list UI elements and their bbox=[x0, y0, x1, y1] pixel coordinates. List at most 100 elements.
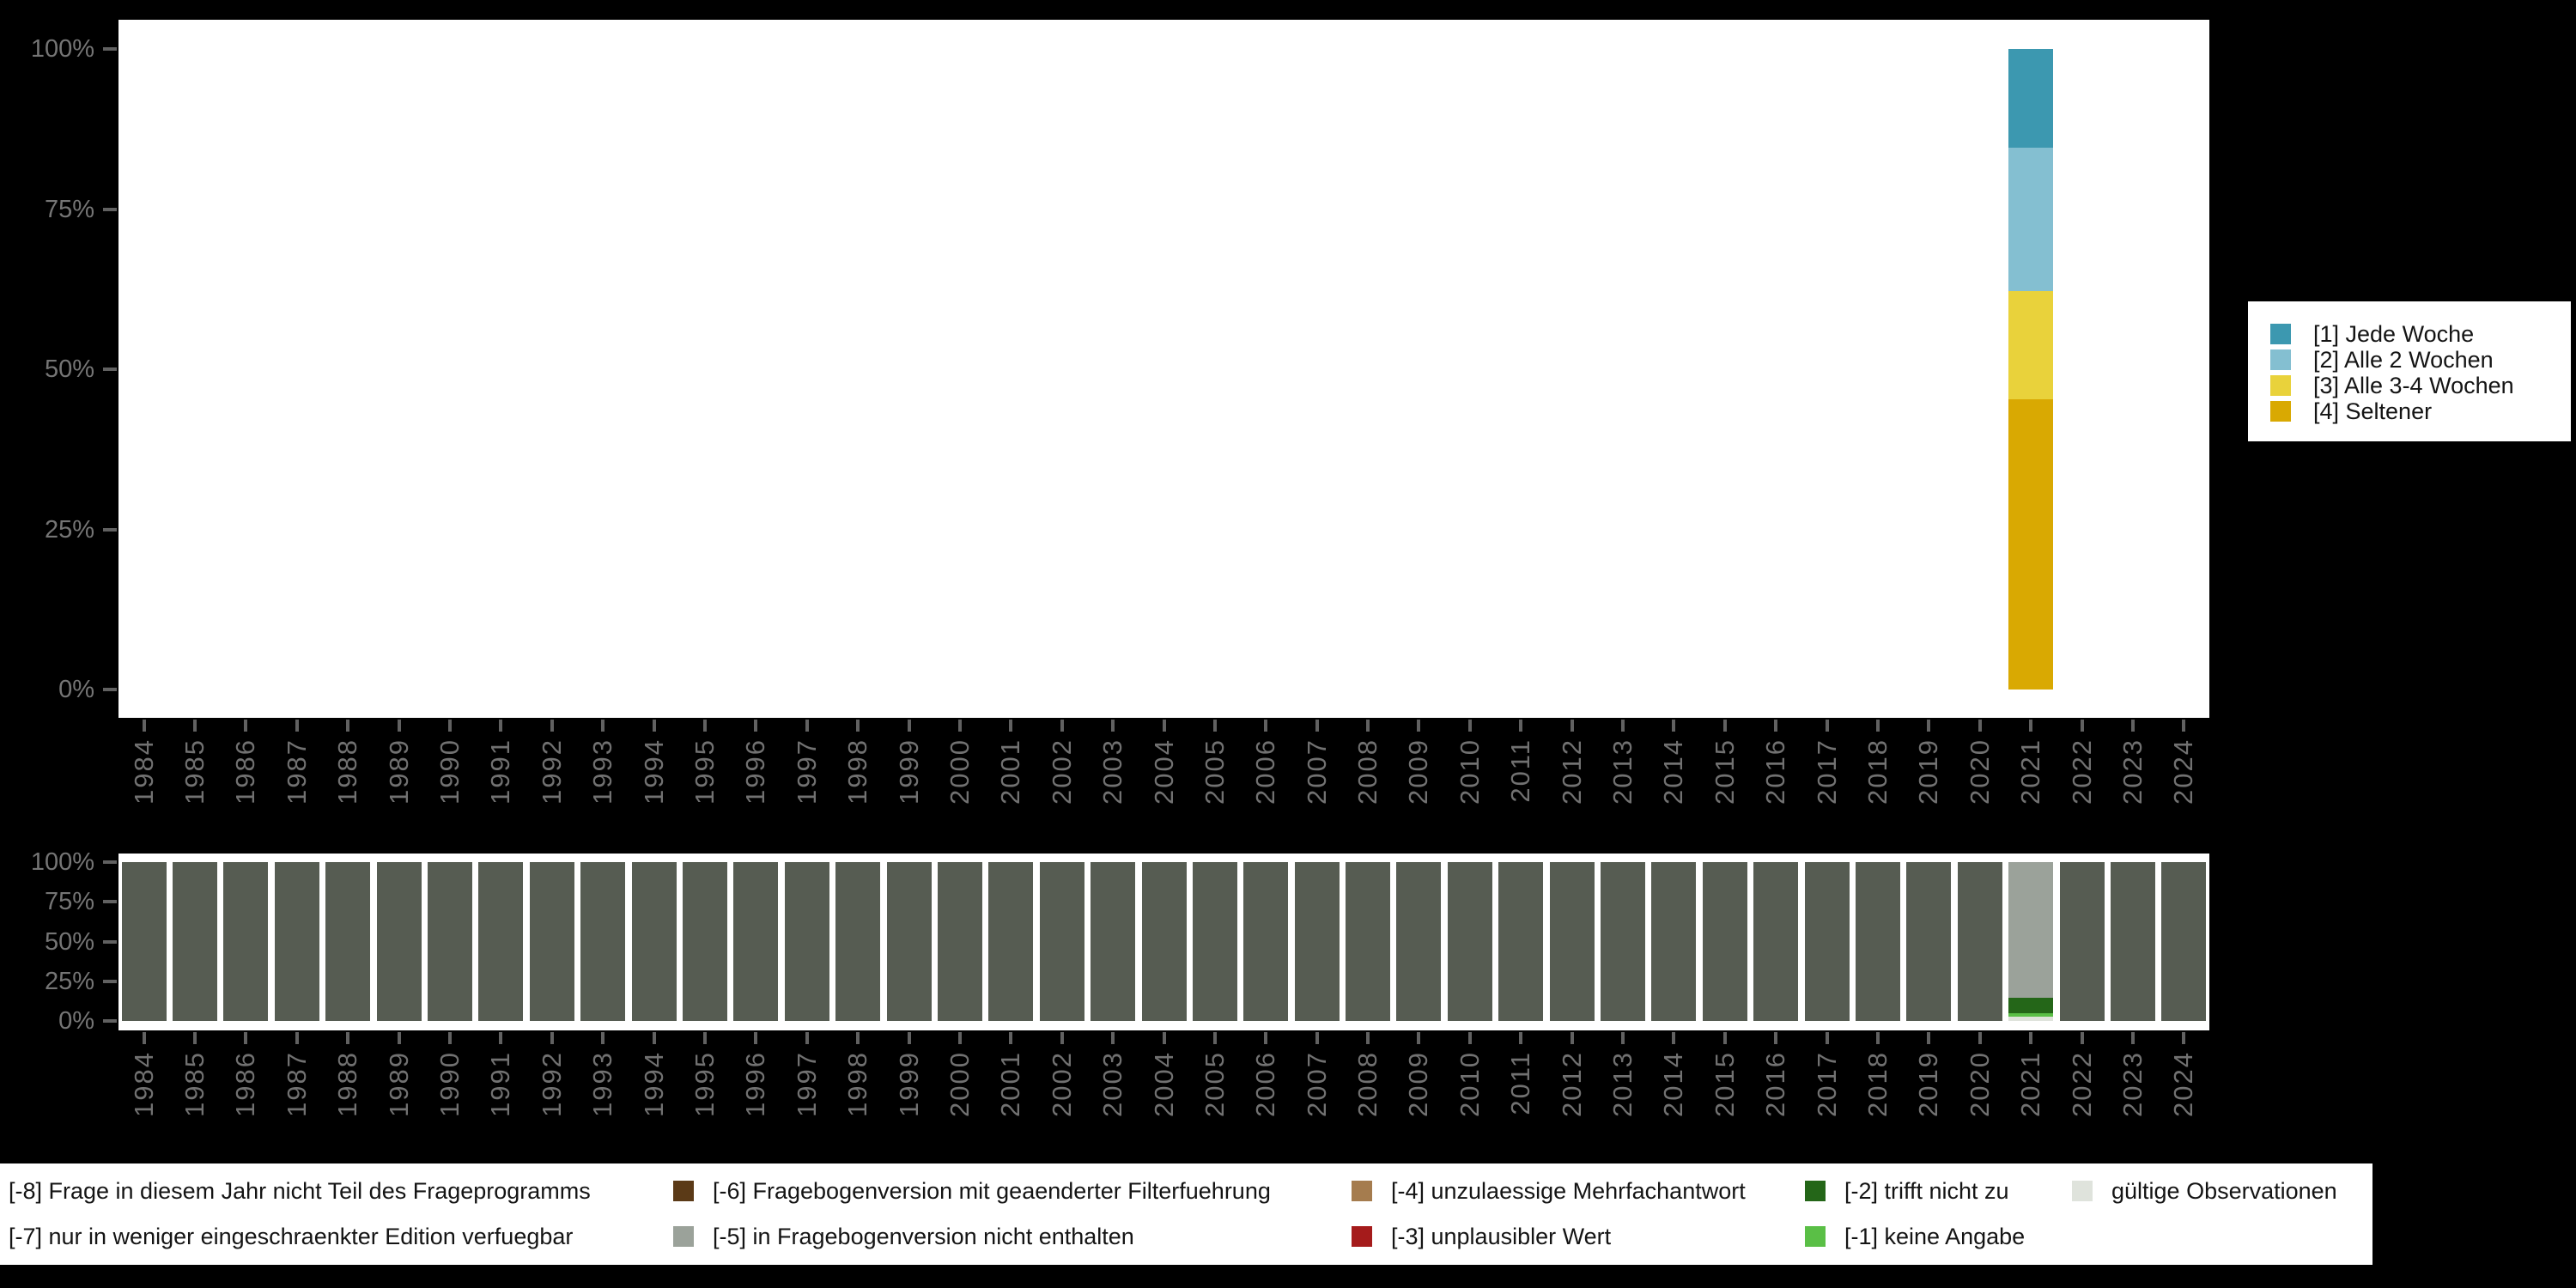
y-axis-tick-label: 50% bbox=[44, 927, 94, 956]
missing-code-label: [-1] keine Angabe bbox=[1844, 1224, 2026, 1249]
year-label: 2002 bbox=[1046, 738, 1077, 805]
year-label: 2022 bbox=[2066, 738, 2097, 805]
x-axis-tick bbox=[193, 1032, 197, 1044]
x-axis-tick bbox=[1927, 1032, 1931, 1044]
year-label: 1985 bbox=[179, 738, 210, 805]
year-label: 2009 bbox=[1403, 738, 1434, 805]
year-label: 1990 bbox=[434, 1051, 465, 1117]
y-axis-tick bbox=[103, 207, 117, 211]
x-axis-tick bbox=[2080, 1032, 2084, 1044]
x-axis-tick bbox=[1825, 720, 1829, 732]
y-axis-tick bbox=[103, 939, 117, 944]
year-label: 2023 bbox=[2117, 738, 2148, 805]
year-label: 2006 bbox=[1250, 738, 1281, 805]
x-axis-tick bbox=[957, 1032, 962, 1044]
year-label: 1986 bbox=[230, 1051, 261, 1117]
x-axis-tick bbox=[1315, 1032, 1319, 1044]
legend-color-swatch bbox=[1805, 1181, 1826, 1201]
x-axis-tick bbox=[1978, 720, 1982, 732]
year-label: 1998 bbox=[842, 738, 873, 805]
bar-1989 bbox=[376, 862, 422, 1021]
year-label: 2020 bbox=[1964, 1051, 1995, 1117]
year-label: 2010 bbox=[1454, 738, 1485, 805]
year-label: 1998 bbox=[842, 1051, 873, 1117]
year-label: 1992 bbox=[536, 1051, 567, 1117]
year-label: 2014 bbox=[1658, 1051, 1689, 1117]
x-axis-tick bbox=[397, 1032, 401, 1044]
x-axis-tick bbox=[1212, 720, 1217, 732]
x-axis-tick bbox=[805, 1032, 809, 1044]
year-label: 1990 bbox=[434, 738, 465, 805]
y-axis-tick-label: 100% bbox=[30, 35, 94, 63]
bar-1992 bbox=[529, 862, 574, 1021]
bar-1997 bbox=[784, 862, 829, 1021]
y-axis-tick-label: 0% bbox=[58, 1007, 94, 1035]
year-label: 2009 bbox=[1403, 1051, 1434, 1117]
x-axis-tick bbox=[2130, 720, 2135, 732]
bar-1986 bbox=[223, 862, 269, 1021]
x-axis-tick bbox=[1672, 720, 1676, 732]
x-axis-tick bbox=[1264, 720, 1268, 732]
x-axis-tick bbox=[2029, 1032, 2033, 1044]
year-label: 1988 bbox=[332, 738, 363, 805]
x-axis-tick bbox=[1621, 1032, 1625, 1044]
legend-color-swatch bbox=[2072, 1181, 2093, 1201]
year-label: 1999 bbox=[893, 738, 924, 805]
year-label: 2004 bbox=[1148, 738, 1179, 805]
x-axis-tick bbox=[856, 720, 860, 732]
bar-1998 bbox=[835, 862, 881, 1021]
x-axis-tick bbox=[1825, 1032, 1829, 1044]
x-axis-tick bbox=[1774, 720, 1778, 732]
legend-color-swatch bbox=[673, 1226, 694, 1247]
x-axis-tick bbox=[1570, 720, 1574, 732]
x-axis-tick bbox=[601, 720, 605, 732]
year-label: 2011 bbox=[1505, 1051, 1536, 1115]
legend-color-swatch bbox=[2270, 324, 2291, 344]
year-label: 2020 bbox=[1964, 738, 1995, 805]
year-label: 1997 bbox=[791, 738, 822, 805]
y-axis-tick-label: 25% bbox=[44, 967, 94, 995]
year-label: 2013 bbox=[1607, 738, 1637, 805]
y-axis-tick-label: 75% bbox=[44, 195, 94, 223]
year-label: 2014 bbox=[1658, 738, 1689, 805]
year-label: 2004 bbox=[1148, 1051, 1179, 1117]
year-label: 2001 bbox=[995, 1051, 1026, 1117]
bar-2004 bbox=[1141, 862, 1187, 1021]
x-axis-tick bbox=[1212, 1032, 1217, 1044]
year-label: 1986 bbox=[230, 738, 261, 805]
x-axis-tick bbox=[856, 1032, 860, 1044]
x-axis-tick bbox=[702, 1032, 707, 1044]
year-label: 2022 bbox=[2066, 1051, 2097, 1117]
bar-2024 bbox=[2161, 862, 2207, 1021]
year-label: 1987 bbox=[281, 738, 312, 805]
legend-color-swatch bbox=[2270, 375, 2291, 396]
y-axis-tick-label: 25% bbox=[44, 515, 94, 544]
year-label: 1994 bbox=[638, 1051, 669, 1117]
bar-1987 bbox=[274, 862, 319, 1021]
y-axis-tick bbox=[103, 47, 117, 51]
x-axis-tick bbox=[1162, 1032, 1166, 1044]
x-axis-tick bbox=[244, 1032, 248, 1044]
bar-2019 bbox=[1906, 862, 1952, 1021]
x-axis-tick bbox=[397, 720, 401, 732]
legend-color-swatch bbox=[2270, 401, 2291, 422]
year-label: 2019 bbox=[1913, 1051, 1944, 1117]
bar-2009 bbox=[1396, 862, 1442, 1021]
year-label: 2021 bbox=[2015, 1051, 2046, 1117]
year-label: 1997 bbox=[791, 1051, 822, 1117]
y-axis-tick bbox=[103, 527, 117, 532]
bar-2006 bbox=[1243, 862, 1289, 1021]
missing-code-label: [-3] unplausibler Wert bbox=[1391, 1224, 1612, 1249]
legend-item-label: [3] Alle 3-4 Wochen bbox=[2313, 373, 2514, 398]
y-axis-tick-label: 50% bbox=[44, 355, 94, 383]
x-axis-tick bbox=[142, 1032, 146, 1044]
year-label: 2024 bbox=[2168, 1051, 2199, 1117]
y-axis-tick bbox=[103, 860, 117, 864]
x-axis-tick bbox=[346, 1032, 350, 1044]
y-axis-tick bbox=[103, 1019, 117, 1023]
missing-code-label: [-2] trifft nicht zu bbox=[1844, 1178, 2009, 1204]
missing-code-label: [-8] Frage in diesem Jahr nicht Teil des… bbox=[9, 1178, 591, 1204]
year-label: 2007 bbox=[1301, 738, 1332, 805]
year-label: 2016 bbox=[1760, 1051, 1791, 1117]
legend-item-label: [2] Alle 2 Wochen bbox=[2313, 347, 2494, 373]
